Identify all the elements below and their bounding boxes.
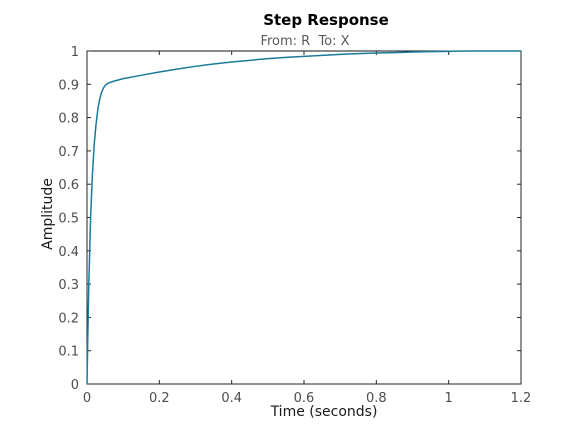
chart-title: Step Response [263,11,389,29]
x-tick-label: 0.6 [294,391,315,406]
y-tick-label: 0.9 [58,78,79,93]
y-tick-label: 0.3 [58,278,79,293]
y-tick-label: 0 [71,378,79,393]
axes-box [86,50,522,385]
x-tick-label: 1.2 [511,391,532,406]
chart-subtitle: From: R To: X [260,34,349,49]
y-tick-label: 0.5 [58,212,79,227]
y-tick-label: 0.7 [58,145,79,160]
x-tick-label: 0.8 [366,391,387,406]
y-tick-label: 0.6 [58,178,79,193]
plot-area: 0 0.2 0.4 0.6 0.8 1 1.2 0 0.1 0.2 0.3 0.4 0.5 0.6 0.7… [58,45,531,406]
y-tick-label: 0.4 [58,245,79,260]
series-layer [86,50,521,385]
y-tick-label: 0.2 [58,311,79,326]
x-tick-label: 0.4 [221,391,242,406]
x-tick-label: 0.2 [149,391,170,406]
y-tick-label: 1 [71,45,79,60]
step-response-line [86,50,521,385]
x-tick-label: 0 [83,391,91,406]
y-tick-label: 0.1 [58,345,79,360]
x-axis-label: Time (seconds) [270,404,378,420]
x-axis-ticks: 0 0.2 0.4 0.6 0.8 1 1.2 [83,51,531,406]
y-tick-label: 0.8 [58,112,79,127]
y-axis-label: Amplitude [40,178,56,250]
x-tick-label: 1 [445,391,453,406]
y-axis-ticks: 0 0.1 0.2 0.3 0.4 0.5 0.6 0.7 0.8 0.9 1 [58,45,521,393]
